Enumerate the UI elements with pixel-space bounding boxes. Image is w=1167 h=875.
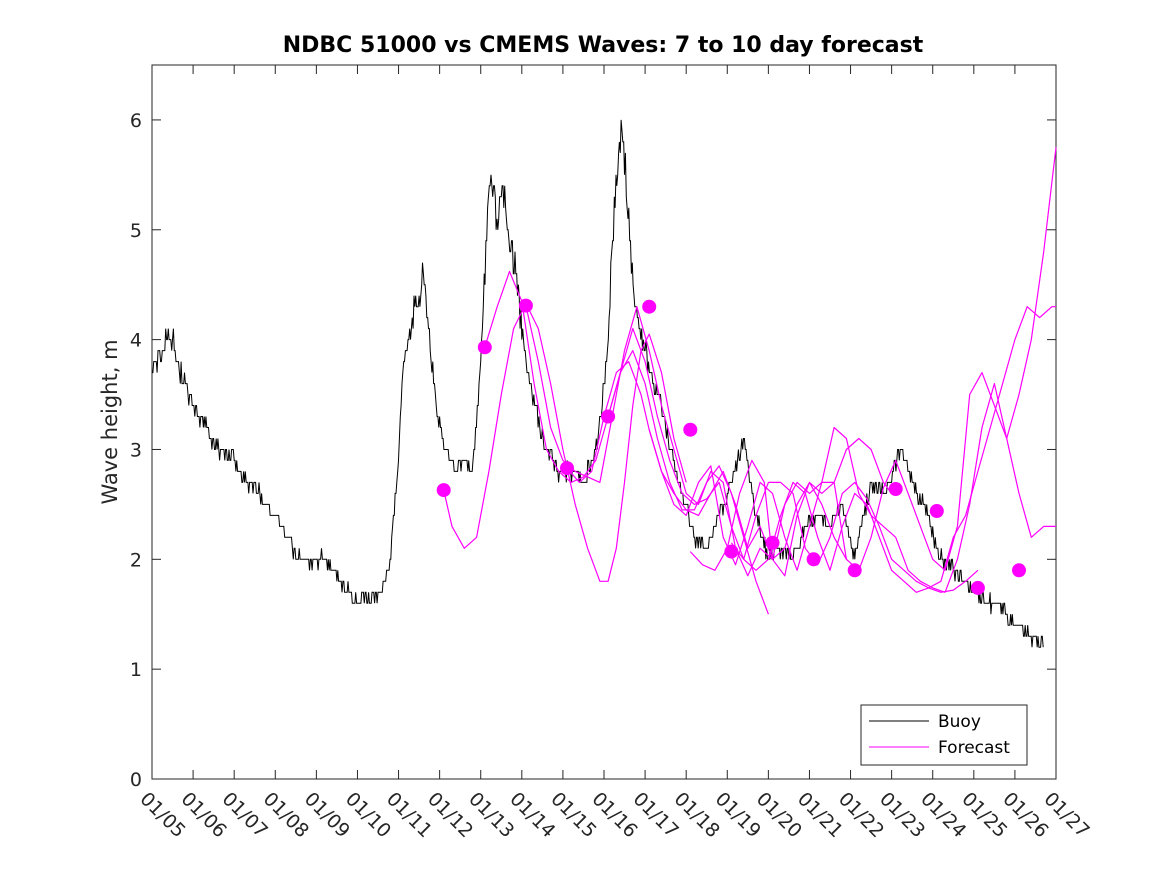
y-tick-label: 5 <box>130 220 142 242</box>
forecast-line <box>689 147 1057 577</box>
forecast-marker <box>518 298 533 313</box>
forecast-marker <box>806 552 821 567</box>
forecast-line <box>648 383 1056 593</box>
legend-box <box>860 704 1028 766</box>
forecast-marker <box>970 580 985 595</box>
y-tick-label: 6 <box>130 110 142 132</box>
forecast-marker <box>601 409 616 424</box>
legend-forecast-label: Forecast <box>938 738 1010 758</box>
forecast-marker <box>765 535 780 550</box>
forecast-line <box>484 270 769 615</box>
forecast-marker <box>724 544 739 559</box>
forecast-marker <box>560 461 574 476</box>
forecast-marker <box>683 422 698 437</box>
forecast-line <box>607 328 979 593</box>
forecast-line <box>443 302 687 582</box>
forecast-line <box>730 306 1056 593</box>
y-tick-labels: 0 1 2 3 4 5 6 <box>130 110 142 791</box>
y-tick-label: 2 <box>130 549 142 571</box>
forecast-marker <box>888 482 903 496</box>
y-tick-label: 4 <box>130 330 142 352</box>
forecast-marker <box>436 483 451 498</box>
forecast-marker <box>642 299 657 314</box>
forecast-line <box>525 305 847 577</box>
legend-buoy-label: Buoy <box>938 712 981 732</box>
axis-ticks <box>151 65 1057 780</box>
y-tick-label: 3 <box>130 439 142 461</box>
y-tick-label: 1 <box>130 659 142 681</box>
forecast-marker <box>1012 563 1026 578</box>
y-tick-label: 0 <box>130 769 142 791</box>
forecast-marker <box>847 563 862 578</box>
series-layer <box>152 119 1057 648</box>
legend: Buoy Forecast <box>860 704 1028 766</box>
forecast-issue-markers <box>436 298 1026 595</box>
y-axis-label: Wave height, m <box>98 339 122 504</box>
chart-title: NDBC 51000 vs CMEMS Waves: 7 to 10 day f… <box>283 33 924 58</box>
forecast-marker <box>929 504 944 518</box>
forecast-marker <box>477 340 492 355</box>
